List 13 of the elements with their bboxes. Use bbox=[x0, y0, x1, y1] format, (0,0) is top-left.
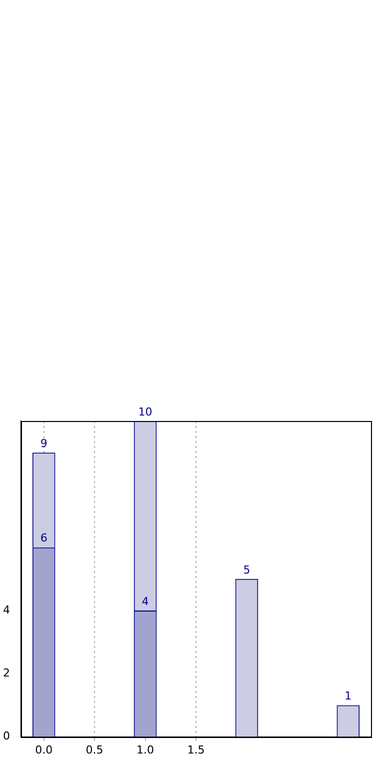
x-tick-label: 0.5 bbox=[86, 743, 104, 756]
data-label: 4 bbox=[142, 594, 149, 608]
x-tick-label: 0.0 bbox=[35, 743, 53, 756]
total-label: 10 bbox=[138, 405, 152, 418]
x-tick-label: 1.0 bbox=[136, 743, 154, 756]
y-tick-label: 2 bbox=[3, 666, 10, 680]
total-label: 9 bbox=[40, 436, 48, 450]
data-label: 6 bbox=[40, 532, 48, 545]
y-tick-label: 0 bbox=[3, 730, 10, 743]
y-tick-label: 4 bbox=[3, 603, 10, 616]
x-tick-label: 1.5 bbox=[187, 743, 205, 756]
total-label: 5 bbox=[243, 563, 250, 576]
total-label: 1 bbox=[344, 690, 352, 703]
